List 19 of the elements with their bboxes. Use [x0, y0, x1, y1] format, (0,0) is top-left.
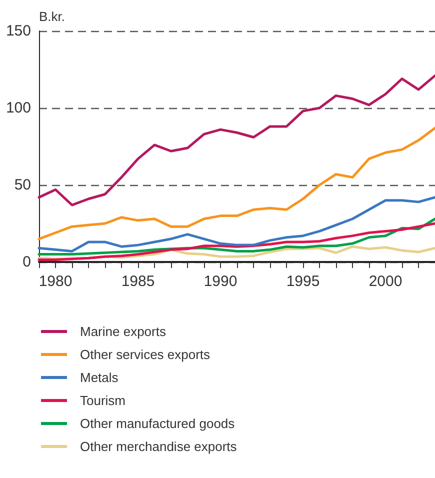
legend-label: Other manufactured goods — [80, 416, 236, 431]
legend-label: Marine exports — [80, 324, 166, 339]
y-tick-label: 100 — [6, 100, 31, 116]
legend-label: Metals — [80, 370, 119, 385]
x-tick-label: 1990 — [204, 273, 238, 290]
line-series — [38, 196, 435, 252]
legend-label: Other services exports — [80, 347, 211, 362]
x-tick-label: 2000 — [368, 273, 402, 290]
y-tick-label: 0 — [22, 254, 31, 270]
legend-label: Tourism — [80, 393, 126, 408]
legend-label: Other merchandise exports — [80, 439, 238, 454]
y-tick-label: 50 — [14, 176, 31, 194]
line-series — [38, 126, 435, 240]
x-tick-label: 1980 — [38, 273, 72, 290]
x-tick-label: 1985 — [121, 273, 155, 290]
x-tick-label: 1995 — [286, 273, 320, 290]
y-tick-label: 150 — [6, 22, 31, 40]
line-series — [38, 74, 435, 206]
y-axis-title: B.kr. — [39, 9, 66, 24]
